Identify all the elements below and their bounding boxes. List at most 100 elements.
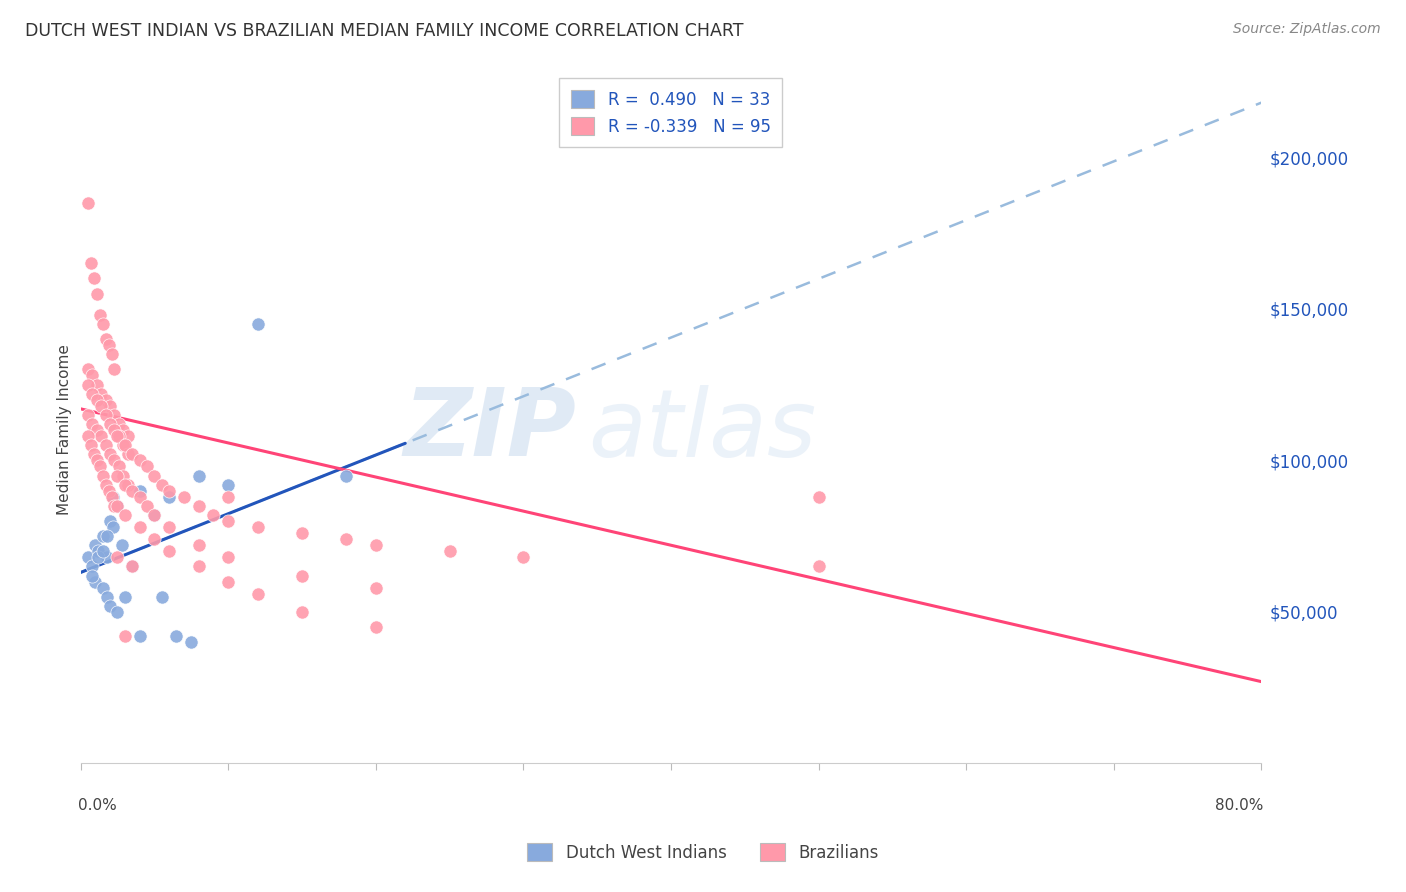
Point xyxy=(157,490,180,504)
Point xyxy=(136,499,159,513)
Point xyxy=(101,520,124,534)
Point xyxy=(107,605,129,619)
Point xyxy=(77,362,100,376)
Point xyxy=(114,590,136,604)
Point xyxy=(77,429,100,443)
Point xyxy=(112,423,135,437)
Point xyxy=(128,490,150,504)
Point xyxy=(121,559,143,574)
Point xyxy=(121,447,143,461)
Point xyxy=(108,429,131,443)
Y-axis label: Median Family Income: Median Family Income xyxy=(58,344,72,516)
Point xyxy=(108,417,131,431)
Point xyxy=(117,447,139,461)
Point xyxy=(173,490,195,504)
Point xyxy=(335,532,357,546)
Point xyxy=(91,468,114,483)
Text: DUTCH WEST INDIAN VS BRAZILIAN MEDIAN FAMILY INCOME CORRELATION CHART: DUTCH WEST INDIAN VS BRAZILIAN MEDIAN FA… xyxy=(25,22,744,40)
Point xyxy=(136,459,159,474)
Point xyxy=(117,429,139,443)
Point xyxy=(291,526,314,541)
Point xyxy=(103,408,125,422)
Point xyxy=(86,377,108,392)
Text: ZIP: ZIP xyxy=(404,384,576,476)
Point xyxy=(143,508,166,522)
Point xyxy=(157,544,180,558)
Point xyxy=(80,256,103,270)
Point xyxy=(364,581,387,595)
Point xyxy=(100,490,122,504)
Point xyxy=(96,529,118,543)
Point xyxy=(166,629,188,643)
Point xyxy=(107,550,129,565)
Text: 80.0%: 80.0% xyxy=(1215,798,1264,814)
Text: Source: ZipAtlas.com: Source: ZipAtlas.com xyxy=(1233,22,1381,37)
Point xyxy=(217,514,239,528)
Point xyxy=(94,408,117,422)
Point xyxy=(82,559,104,574)
Point xyxy=(94,332,117,346)
Point xyxy=(91,581,114,595)
Point xyxy=(77,377,100,392)
Point xyxy=(77,195,100,210)
Legend: Dutch West Indians, Brazilians: Dutch West Indians, Brazilians xyxy=(519,835,887,871)
Point xyxy=(82,568,104,582)
Text: 0.0%: 0.0% xyxy=(79,798,117,814)
Point xyxy=(89,308,111,322)
Point xyxy=(187,538,209,552)
Point xyxy=(128,483,150,498)
Point xyxy=(107,499,129,513)
Point xyxy=(291,605,314,619)
Point xyxy=(114,508,136,522)
Point xyxy=(97,483,120,498)
Point xyxy=(439,544,461,558)
Point xyxy=(187,499,209,513)
Point xyxy=(121,483,143,498)
Point xyxy=(90,429,112,443)
Point xyxy=(114,477,136,491)
Point xyxy=(86,423,108,437)
Point xyxy=(335,468,357,483)
Point xyxy=(101,490,124,504)
Point xyxy=(103,453,125,467)
Point xyxy=(90,399,112,413)
Point xyxy=(84,538,107,552)
Point xyxy=(107,429,129,443)
Point xyxy=(96,590,118,604)
Point xyxy=(94,392,117,407)
Point xyxy=(128,629,150,643)
Point xyxy=(128,520,150,534)
Point xyxy=(246,587,269,601)
Point xyxy=(111,538,134,552)
Point xyxy=(77,408,100,422)
Point xyxy=(217,490,239,504)
Point xyxy=(187,468,209,483)
Point xyxy=(143,532,166,546)
Point xyxy=(98,514,121,528)
Point xyxy=(91,544,114,558)
Point xyxy=(202,508,225,522)
Point xyxy=(107,499,129,513)
Point xyxy=(94,438,117,452)
Point xyxy=(86,392,108,407)
Point xyxy=(807,559,830,574)
Point xyxy=(187,559,209,574)
Point xyxy=(157,520,180,534)
Point xyxy=(512,550,534,565)
Point xyxy=(128,453,150,467)
Point xyxy=(364,538,387,552)
Point xyxy=(98,599,121,613)
Point xyxy=(103,423,125,437)
Point xyxy=(86,453,108,467)
Point xyxy=(150,590,173,604)
Point xyxy=(112,468,135,483)
Point xyxy=(121,559,143,574)
Point xyxy=(114,438,136,452)
Point xyxy=(108,459,131,474)
Point xyxy=(103,362,125,376)
Point xyxy=(91,529,114,543)
Point xyxy=(82,417,104,431)
Point xyxy=(217,550,239,565)
Point xyxy=(91,317,114,331)
Point xyxy=(143,468,166,483)
